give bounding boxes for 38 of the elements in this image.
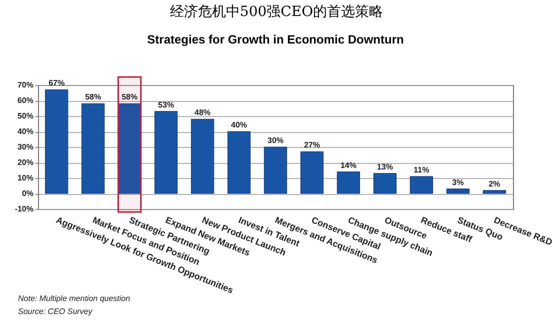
y-tick-label: 30%: [17, 142, 34, 152]
data-label: 3%: [452, 178, 464, 187]
y-tick-label: 40%: [17, 127, 34, 136]
chart-title: 经济危机中500强CEO的首选策略: [168, 3, 384, 22]
bar: [82, 103, 105, 194]
y-tick-label: -10%: [14, 204, 34, 214]
data-label: 13%: [376, 162, 393, 172]
chart-subtitle: Strategies for Growth in Economic Downturn: [147, 32, 404, 46]
data-label: 67%: [48, 78, 65, 88]
bar: [227, 131, 251, 194]
y-tick-label: 50%: [17, 112, 34, 120]
data-label: 53%: [158, 100, 174, 110]
bar: [373, 173, 397, 194]
y-tick-label: 70%: [17, 80, 34, 90]
data-label: 2%: [488, 179, 500, 188]
y-tick-label: 10%: [17, 174, 34, 182]
bar: [45, 89, 68, 194]
bar: [410, 176, 433, 194]
text: Note: Multiple mention question: [18, 294, 130, 303]
source-note: Source: CEO Survey: [18, 307, 94, 316]
bar: [190, 118, 214, 194]
data-label: 58%: [85, 92, 102, 102]
data-label: 58%: [122, 92, 138, 102]
data-label: 14%: [340, 160, 356, 170]
y-tick-label: 0%: [22, 189, 34, 198]
bar: [300, 151, 324, 194]
bar: [446, 188, 470, 194]
y-tick-label: 60%: [17, 96, 34, 105]
data-label: 11%: [414, 165, 430, 174]
data-label: 27%: [304, 140, 320, 150]
data-label: 40%: [231, 120, 248, 130]
bar: [482, 190, 506, 194]
y-tick-label: 20%: [17, 158, 34, 167]
bar: [154, 111, 178, 194]
bar: [264, 146, 288, 194]
bar: [336, 172, 360, 194]
data-label: 48%: [194, 108, 211, 118]
data-label: 30%: [267, 136, 284, 145]
